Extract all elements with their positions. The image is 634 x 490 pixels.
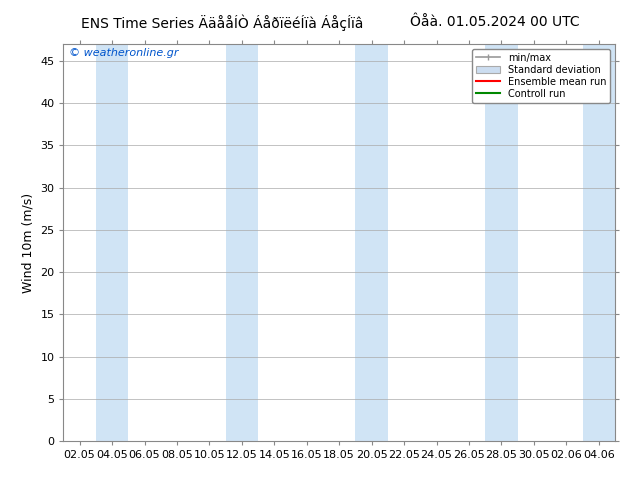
Text: © weatheronline.gr: © weatheronline.gr [69, 48, 178, 58]
Y-axis label: Wind 10m (m/s): Wind 10m (m/s) [22, 193, 35, 293]
Legend: min/max, Standard deviation, Ensemble mean run, Controll run: min/max, Standard deviation, Ensemble me… [472, 49, 610, 102]
Bar [226, 44, 258, 441]
Bar [485, 44, 517, 441]
Bar [583, 44, 615, 441]
Bar [96, 44, 128, 441]
Bar [356, 44, 388, 441]
Text: ENS Time Series ÄäååÍÒ ÁåðïëéÍïà ÁåçÍïâ: ENS Time Series ÄäååÍÒ ÁåðïëéÍïà ÁåçÍïâ [81, 15, 363, 31]
Text: Ôåà. 01.05.2024 00 UTC: Ôåà. 01.05.2024 00 UTC [410, 15, 579, 29]
